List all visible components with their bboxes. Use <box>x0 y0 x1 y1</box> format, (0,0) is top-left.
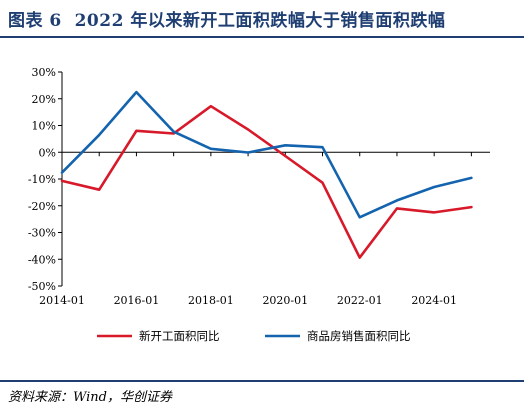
y-tick-label: 20% <box>32 93 56 106</box>
series-lines <box>60 90 473 259</box>
title-bar: 图表 6 2022 年以来新开工面积跌幅大于销售面积跌幅 <box>0 0 524 36</box>
x-tick-label: 2022-01 <box>337 294 383 307</box>
line-chart: 30% 20% 10% 0% -10% -20% -30% -40% -50%2014-01 20… <box>28 66 490 343</box>
y-tick-label: -30% <box>28 227 56 240</box>
x-tick-label: 2016-01 <box>114 294 160 307</box>
footer-divider <box>0 380 524 382</box>
legend-label-1: 新开工面积同比 <box>139 329 220 343</box>
series-line-2 <box>60 90 473 219</box>
x-tick-label: 2024-01 <box>411 294 457 307</box>
axes: 30% 20% 10% 0% -10% -20% -30% -40% -50%2014-01 20… <box>28 66 490 307</box>
y-tick-label: 30% <box>32 66 56 79</box>
x-tick-label: 2020-01 <box>262 294 308 307</box>
figure-label: 图表 6 <box>8 11 62 31</box>
figure-title: 2022 年以来新开工面积跌幅大于销售面积跌幅 <box>74 11 446 31</box>
chart-title: 图表 6 2022 年以来新开工面积跌幅大于销售面积跌幅 <box>8 6 445 31</box>
title-underline <box>0 36 524 38</box>
x-tick-label: 2014-01 <box>39 294 85 307</box>
series-line-1 <box>60 104 473 259</box>
y-tick-label: -40% <box>28 253 56 266</box>
y-tick-label: -50% <box>28 280 56 293</box>
y-tick-label: 10% <box>32 120 56 133</box>
legend-label-2: 商品房销售面积同比 <box>307 329 411 343</box>
legend: 新开工面积同比 商品房销售面积同比 <box>97 329 411 343</box>
y-tick-label: -10% <box>28 173 56 186</box>
y-tick-label: -20% <box>28 200 56 213</box>
source-note: 资料来源：Wind，华创证券 <box>8 390 172 405</box>
x-tick-label: 2018-01 <box>188 294 234 307</box>
y-tick-label: 0% <box>39 146 56 159</box>
